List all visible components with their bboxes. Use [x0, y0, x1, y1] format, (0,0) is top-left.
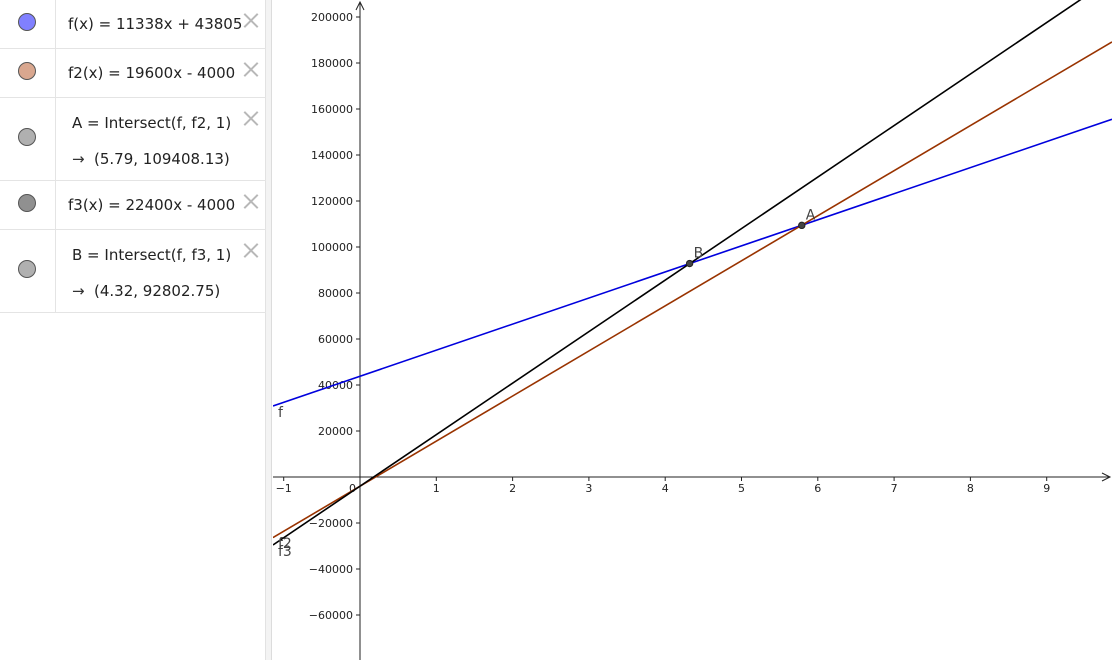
output-A: → (5.79, 109408.13)	[72, 150, 230, 168]
marble-cell	[0, 49, 56, 97]
marble-cell	[0, 0, 56, 48]
x-axis-arrow-icon	[1101, 472, 1112, 482]
x-tick-label: −1	[276, 482, 292, 495]
y-tick-label: −40000	[309, 563, 353, 576]
marble-cell	[0, 98, 56, 180]
axes	[273, 0, 1112, 660]
expression-A[interactable]: A = Intersect(f, f2, 1)	[72, 114, 232, 132]
graph-label-f: f	[278, 405, 284, 421]
expression-f2[interactable]: f2(x) = 19600x - 4000	[68, 64, 236, 82]
algebra-row-f[interactable]: f(x) = 11338x + 43805	[0, 0, 266, 49]
x-tick-label: 3	[585, 482, 592, 495]
expression-f3[interactable]: f3(x) = 22400x - 4000	[68, 196, 236, 214]
y-tick-label: 100000	[311, 241, 353, 254]
output-B: → (4.32, 92802.75)	[72, 282, 220, 300]
y-tick-label: −60000	[309, 609, 353, 622]
x-tick-label: 1	[433, 482, 440, 495]
y-tick-label: 120000	[311, 195, 353, 208]
graph-f2[interactable]	[273, 41, 1112, 539]
marble-cell	[0, 181, 56, 229]
visibility-toggle-A[interactable]	[18, 128, 36, 146]
x-tick-label: 7	[891, 482, 898, 495]
output-arrow-icon: →	[72, 282, 85, 300]
delete-icon[interactable]	[242, 241, 260, 259]
x-tick-label: 5	[738, 482, 745, 495]
visibility-toggle-f3[interactable]	[18, 194, 36, 212]
point-label-A: A	[806, 207, 816, 223]
visibility-toggle-B[interactable]	[18, 260, 36, 278]
x-tick-label: 9	[1043, 482, 1050, 495]
delete-icon[interactable]	[242, 192, 260, 210]
algebra-view: f(x) = 11338x + 43805 f2(x) = 19600x - 4…	[0, 0, 266, 660]
expression-B[interactable]: B = Intersect(f, f3, 1)	[72, 246, 232, 264]
y-axis-arrow-icon	[355, 0, 365, 11]
point-B[interactable]	[685, 259, 694, 268]
algebra-row-B[interactable]: B = Intersect(f, f3, 1) → (4.32, 92802.75…	[0, 230, 266, 313]
x-tick-label: 8	[967, 482, 974, 495]
output-arrow-icon: →	[72, 150, 85, 168]
delete-icon[interactable]	[242, 109, 260, 127]
y-tick-label: 160000	[311, 103, 353, 116]
algebra-row-f2[interactable]: f2(x) = 19600x - 4000	[0, 49, 266, 98]
delete-icon[interactable]	[242, 11, 260, 29]
graphics-view[interactable]: −1 0 1 2 3 4 5 6 7 8 9 200000 180000 160000 140000 1200…	[273, 0, 1112, 660]
output-value-B: (4.32, 92802.75)	[94, 282, 221, 300]
graph-label-f2: f2	[278, 536, 292, 552]
algebra-row-f3[interactable]: f3(x) = 22400x - 4000	[0, 181, 266, 230]
y-tick-label: −20000	[309, 517, 353, 530]
y-tick-label: 180000	[311, 57, 353, 70]
tick-marks: −1 0 1 2 3 4 5 6 7 8 9 200000 180000 160000 140000 1200…	[276, 11, 1051, 622]
y-tick-label: 20000	[318, 425, 353, 438]
x-tick-label: 4	[662, 482, 669, 495]
graph-label-f3: f3	[278, 544, 292, 560]
expression-f[interactable]: f(x) = 11338x + 43805	[68, 15, 243, 33]
x-tick-label: 2	[509, 482, 516, 495]
delete-icon[interactable]	[242, 60, 260, 78]
view-splitter[interactable]	[266, 0, 272, 660]
algebra-row-A[interactable]: A = Intersect(f, f2, 1) → (5.79, 109408.1…	[0, 98, 266, 181]
y-tick-label: 60000	[318, 333, 353, 346]
output-value-A: (5.79, 109408.13)	[94, 150, 230, 168]
x-tick-label: 0	[349, 482, 356, 495]
point-label-B: B	[694, 246, 704, 262]
y-tick-label: 200000	[311, 11, 353, 24]
x-tick-label: 6	[814, 482, 821, 495]
point-A[interactable]	[798, 221, 806, 230]
visibility-toggle-f[interactable]	[18, 13, 36, 31]
visibility-toggle-f2[interactable]	[18, 62, 36, 80]
y-tick-label: 80000	[318, 287, 353, 300]
y-tick-label: 140000	[311, 149, 353, 162]
marble-cell	[0, 230, 56, 312]
intersection-points[interactable]: AB	[685, 207, 816, 268]
